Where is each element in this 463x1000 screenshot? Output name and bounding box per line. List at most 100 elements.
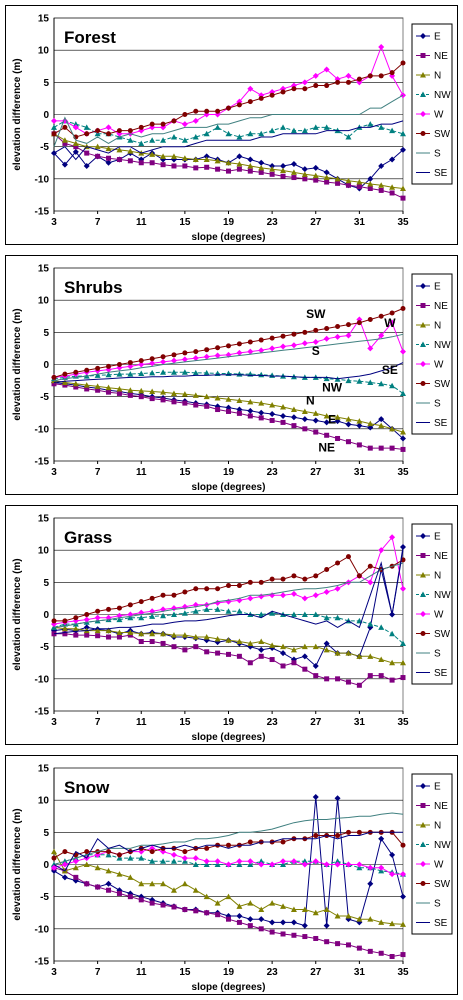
legend-marker-nw: [420, 341, 426, 347]
data-point-sw: [291, 573, 297, 579]
data-point-w: [51, 117, 57, 124]
data-point-sw: [62, 618, 68, 624]
annotation-n: N: [306, 393, 315, 407]
data-point-e: [290, 414, 297, 421]
data-point-sw: [335, 324, 341, 330]
data-point-ne: [367, 445, 373, 451]
data-point-e: [301, 166, 308, 173]
data-point-n: [83, 382, 90, 388]
data-point-n: [345, 912, 352, 919]
legend-label-ne: NE: [434, 51, 448, 62]
series-w: [51, 845, 406, 878]
legend-marker-w: [420, 611, 426, 617]
data-point-nw: [72, 121, 79, 127]
data-point-sw: [106, 363, 112, 369]
legend-label-ne: NE: [434, 801, 448, 812]
data-point-w: [203, 353, 210, 360]
data-point-ne: [291, 175, 297, 181]
data-point-nw: [214, 124, 221, 130]
data-point-nw: [225, 608, 232, 614]
data-point-sw: [51, 131, 57, 137]
data-point-ne: [182, 907, 188, 913]
data-point-ne: [138, 394, 144, 400]
data-point-ne: [345, 182, 351, 188]
data-point-nw: [170, 611, 177, 617]
data-point-ne: [302, 176, 308, 182]
series-n: [51, 848, 406, 927]
x-tick-label: 15: [179, 717, 191, 728]
data-point-e: [312, 164, 319, 171]
data-point-sw: [269, 92, 275, 98]
legend-label-nw: NW: [434, 340, 451, 351]
data-point-ne: [160, 902, 166, 908]
data-point-sw: [335, 560, 341, 566]
data-point-ne: [106, 887, 112, 893]
data-point-sw: [226, 842, 231, 848]
data-point-ne: [84, 632, 90, 638]
data-point-nw: [258, 858, 265, 864]
data-point-ne: [149, 900, 155, 906]
data-point-ne: [62, 382, 68, 388]
data-point-sw: [302, 329, 308, 335]
data-point-ne: [236, 653, 242, 659]
data-point-ne: [95, 387, 101, 393]
y-tick-label: 10: [38, 796, 50, 807]
data-point-ne: [95, 153, 101, 159]
data-point-nw: [323, 614, 330, 621]
data-point-ne: [291, 423, 297, 429]
data-point-ne: [73, 384, 79, 390]
data-point-e: [247, 916, 254, 923]
data-point-nw: [138, 614, 145, 621]
data-point-n: [236, 903, 243, 909]
data-point-sw: [73, 369, 79, 375]
data-point-n: [61, 625, 68, 632]
data-point-n: [203, 156, 210, 163]
y-tick-label: 15: [38, 764, 50, 775]
data-point-ne: [149, 160, 155, 166]
data-point-n: [334, 912, 341, 919]
data-point-n: [72, 864, 79, 871]
data-point-w: [225, 351, 232, 358]
series-s: [53, 562, 404, 628]
data-point-sw: [269, 576, 275, 582]
y-axis-label: elevation difference (m): [12, 308, 23, 420]
data-point-sw: [160, 354, 166, 360]
data-point-n: [116, 385, 123, 392]
data-point-ne: [356, 682, 362, 688]
data-point-ne: [389, 953, 395, 959]
data-point-e: [301, 416, 308, 423]
x-tick-label: 19: [223, 217, 235, 228]
data-point-n: [378, 656, 385, 663]
data-point-n: [378, 919, 385, 925]
series-line-se: [53, 550, 404, 635]
data-point-ne: [269, 929, 275, 935]
data-point-n: [280, 167, 287, 173]
data-point-nw: [258, 611, 265, 617]
data-point-n: [203, 393, 210, 400]
chart-svg: -15 -10 -5 0 5 10 15 3 7 11 15 19 23 27 31 35 slope (deg…: [12, 264, 453, 493]
data-point-ne: [51, 381, 57, 387]
y-tick-label: -10: [35, 924, 50, 935]
data-point-n: [225, 637, 232, 643]
data-point-n: [258, 164, 265, 171]
data-point-w: [181, 121, 188, 128]
data-point-ne: [106, 634, 112, 640]
data-point-w: [301, 340, 308, 347]
y-tick-label: 10: [38, 296, 50, 307]
data-point-ne: [160, 162, 166, 168]
data-point-sw: [149, 849, 155, 855]
data-point-e: [83, 624, 90, 631]
data-point-ne: [193, 644, 199, 650]
data-point-nw: [389, 630, 396, 637]
data-point-nw: [192, 861, 199, 867]
data-point-n: [247, 398, 254, 405]
data-point-w: [116, 612, 123, 619]
data-point-n: [280, 903, 287, 909]
data-point-w: [323, 335, 330, 342]
data-point-w: [389, 871, 396, 878]
legend-label-n: N: [434, 821, 441, 832]
legend-label-e: E: [434, 282, 441, 293]
series-sw: [51, 306, 406, 380]
chart-panel-forest: -15 -10 -5 0 5 10 15 3 7 11 15 19 23 27 31 35 slope (deg…: [5, 5, 458, 245]
data-point-ne: [236, 166, 242, 172]
